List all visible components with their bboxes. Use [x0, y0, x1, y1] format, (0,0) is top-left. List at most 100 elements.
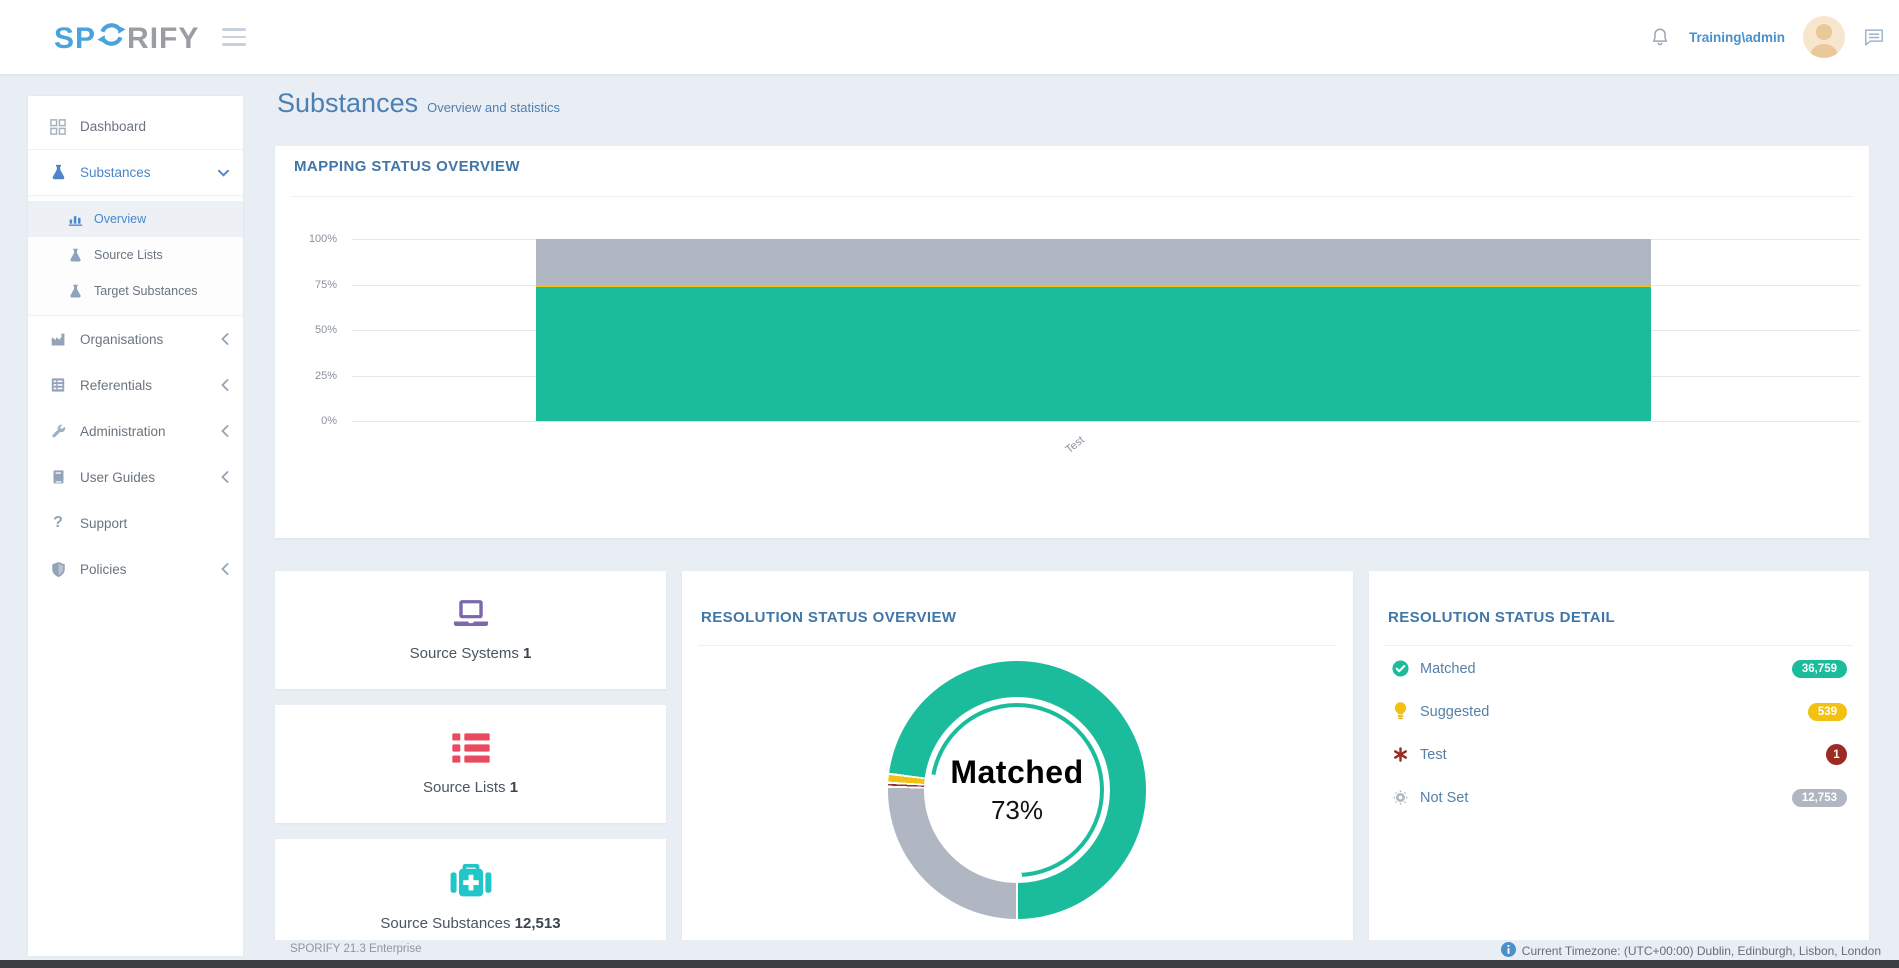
sidebar-item-label: Dashboard [80, 119, 147, 134]
stat-label: Source Lists 1 [422, 779, 519, 796]
chevron-down-icon[interactable] [218, 169, 229, 177]
status-label: Not Set [1420, 789, 1469, 806]
status-badge: 1 [1826, 744, 1847, 765]
donut-center-value: 73% [990, 795, 1044, 825]
footer-timezone-text: Current Timezone: (UTC+00:00) Dublin, Ed… [1521, 944, 1881, 958]
avatar[interactable] [1803, 16, 1845, 58]
sidebar-item-policies[interactable]: Policies [28, 546, 243, 592]
stat-label: Source Systems 1 [409, 645, 532, 662]
source-substances-card[interactable]: Source Substances 12,513 [275, 839, 666, 957]
sidebar-item-label: Organisations [80, 331, 164, 347]
chevron-left-icon[interactable] [221, 425, 229, 437]
status-badge: 36,759 [1791, 659, 1847, 678]
sidebar-subitem-target-substances[interactable]: Target Substances [28, 273, 243, 309]
info-icon [1500, 942, 1516, 960]
mapping-status-card: MAPPING STATUS OVERVIEW 100% 75% 50% 25%… [275, 146, 1869, 538]
menu-toggle-button[interactable] [222, 28, 246, 46]
chevron-left-icon[interactable] [221, 471, 229, 483]
status-label: Suggested [1420, 703, 1490, 720]
sidebar-item-label: Referentials [80, 377, 153, 393]
bar-segment-not-set[interactable] [536, 239, 1651, 286]
sidebar-item-label: Administration [80, 423, 166, 439]
donut-chart: Matched 73% [888, 661, 1146, 919]
check-circle-icon [1391, 660, 1410, 677]
detail-row-not-set: Not Set 12,753 [1391, 776, 1847, 819]
flask-icon [48, 164, 68, 181]
question-icon: ? [53, 514, 63, 531]
footer: SPORIFY 21.3 Enterprise Current Timezone… [0, 940, 1899, 960]
source-systems-card[interactable]: Source Systems 1 [275, 571, 666, 689]
bar-segment-suggested[interactable] [536, 285, 1651, 288]
page-subtitle: Overview and statistics [427, 100, 561, 115]
page-heading: Substances Overview and statistics [277, 88, 560, 119]
divider [291, 196, 1853, 197]
card-title: RESOLUTION STATUS DETAIL [1388, 609, 1616, 626]
bar-chart-icon [66, 212, 84, 227]
grid-icon [48, 118, 68, 135]
status-label: Matched [1420, 660, 1476, 677]
gear-icon [1391, 790, 1410, 805]
sidebar-subitem-label: Target Substances [94, 284, 198, 298]
footer-timezone: Current Timezone: (UTC+00:00) Dublin, Ed… [1500, 942, 1881, 960]
sidebar-item-administration[interactable]: Administration [28, 408, 243, 454]
flask-icon [66, 284, 84, 299]
sidebar-item-label: Policies [80, 561, 127, 577]
bell-icon[interactable] [1649, 26, 1671, 48]
list-icon [48, 377, 68, 393]
sidebar-subitem-source-lists[interactable]: Source Lists [28, 237, 243, 273]
sidebar-subitem-overview[interactable]: Overview [28, 201, 243, 237]
stacked-bar[interactable] [536, 239, 1651, 421]
sidebar-item-support[interactable]: ? Support [28, 500, 243, 546]
sidebar-item-organisations[interactable]: Organisations [28, 316, 243, 362]
status-badge: 539 [1807, 702, 1847, 721]
wrench-icon [48, 423, 68, 439]
sidebar: Dashboard Substances Over [28, 96, 243, 956]
top-header: SP RIFY Training\admin [0, 0, 1899, 74]
chevron-left-icon[interactable] [221, 379, 229, 391]
detail-row-suggested: Suggested 539 [1391, 690, 1847, 733]
donut-center-label: Matched 73% [888, 661, 1146, 919]
y-tick-label: 25% [314, 369, 337, 382]
red-list-icon [451, 732, 491, 769]
detail-row-test: Test 1 [1391, 733, 1847, 776]
user-name[interactable]: Training\admin [1688, 29, 1785, 45]
app-logo[interactable]: SP RIFY [54, 20, 199, 57]
card-title: MAPPING STATUS OVERVIEW [294, 158, 520, 175]
flask-icon [66, 248, 84, 263]
chat-icon[interactable] [1863, 27, 1885, 48]
lightbulb-icon [1391, 702, 1410, 721]
divider [1385, 645, 1853, 646]
header-right-cluster: Training\admin [1649, 0, 1885, 74]
laptop-icon [449, 598, 493, 635]
sidebar-item-dashboard[interactable]: Dashboard [28, 104, 243, 150]
book-icon [48, 469, 68, 485]
factory-icon [48, 331, 68, 348]
status-badge: 12,753 [1791, 788, 1847, 807]
stat-value: 1 [523, 645, 532, 662]
sidebar-item-label: Support [80, 515, 128, 531]
source-lists-card[interactable]: Source Lists 1 [275, 705, 666, 823]
logo-text-rest: RIFY [127, 21, 200, 55]
stat-label: Source Substances 12,513 [380, 915, 561, 932]
sync-icon [96, 20, 127, 57]
chevron-left-icon[interactable] [221, 563, 229, 575]
sidebar-item-user-guides[interactable]: User Guides [28, 454, 243, 500]
chevron-left-icon[interactable] [221, 333, 229, 345]
detail-rows: Matched 36,759 Suggested 539 [1391, 647, 1847, 819]
sidebar-subitem-label: Source Lists [94, 248, 163, 262]
taskbar-edge [0, 960, 1899, 968]
stat-value: 12,513 [514, 915, 561, 932]
x-axis-category-label: Test [1063, 434, 1087, 456]
donut-inner-hole [934, 707, 1100, 873]
y-tick-label: 50% [314, 324, 337, 336]
gridline [352, 421, 1860, 422]
divider [698, 645, 1337, 646]
sidebar-subitem-label: Overview [94, 212, 147, 226]
sidebar-item-substances[interactable]: Substances [28, 150, 243, 196]
bar-segment-matched[interactable] [536, 287, 1651, 421]
resolution-status-overview-card: RESOLUTION STATUS OVERVIEW Matched 73% [682, 571, 1353, 940]
first-aid-icon [449, 864, 493, 905]
sidebar-item-referentials[interactable]: Referentials [28, 362, 243, 408]
stat-value: 1 [509, 779, 519, 796]
page-title: Substances [277, 88, 419, 118]
